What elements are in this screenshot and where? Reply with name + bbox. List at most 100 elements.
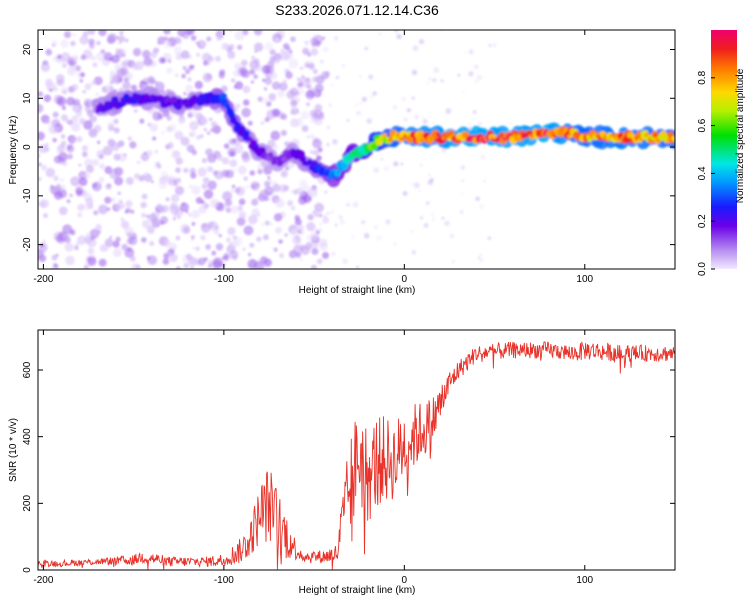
heatmap-cell xyxy=(205,244,212,250)
heatmap-cell xyxy=(346,203,350,207)
heatmap-cell xyxy=(120,220,130,230)
heatmap-cell xyxy=(264,77,272,85)
heatmap-cell xyxy=(268,93,277,101)
heatmap-cell xyxy=(120,217,125,222)
heatmap-cell xyxy=(207,55,215,63)
heatmap-cell xyxy=(297,224,304,231)
heatmap-cell xyxy=(61,105,67,111)
heatmap-cell xyxy=(38,91,44,97)
heatmap-cell xyxy=(219,92,227,101)
heatmap-cell xyxy=(311,41,317,48)
heatmap-cell xyxy=(203,60,209,66)
heatmap-cell xyxy=(475,196,480,201)
heatmap-cell xyxy=(175,235,181,241)
colorbar-gradient xyxy=(711,30,737,269)
heatmap-cell xyxy=(81,145,89,152)
heatmap-cell xyxy=(80,72,85,78)
heatmap-cell xyxy=(203,127,207,132)
heatmap-cell xyxy=(92,158,100,167)
heatmap-cell xyxy=(409,229,414,234)
heatmap-cell xyxy=(60,134,66,139)
heatmap-cell xyxy=(296,77,301,82)
heatmap-cell xyxy=(319,210,322,213)
heatmap-cell xyxy=(53,99,57,103)
heatmap-cell xyxy=(90,55,96,61)
snr-panel: -200 -100 0 100 0 200 400 600 Height of straig… xyxy=(8,329,676,596)
heatmap-cell xyxy=(150,180,154,184)
heatmap-cell xyxy=(38,201,41,206)
y-tick-label: 10 xyxy=(22,92,33,104)
heatmap-cell xyxy=(141,193,148,200)
spectrogram-frame xyxy=(37,29,676,270)
heatmap-cell xyxy=(242,99,250,106)
heatmap-cell xyxy=(451,260,456,264)
heatmap-cell xyxy=(80,54,87,60)
heatmap-cell xyxy=(305,89,315,100)
heatmap-cell xyxy=(60,86,69,95)
heatmap-cell xyxy=(125,38,129,43)
heatmap-cell xyxy=(169,242,178,251)
heatmap-cell xyxy=(182,65,187,70)
heatmap-cell xyxy=(105,83,115,93)
heatmap-cell xyxy=(150,51,158,59)
heatmap-cell xyxy=(375,235,382,241)
heatmap-cell xyxy=(342,258,348,265)
heatmap-cell xyxy=(254,260,265,269)
heatmap-cell xyxy=(314,266,318,269)
colorbar-tick-label: 0.0 xyxy=(697,262,708,276)
heatmap-cell xyxy=(39,243,44,248)
heatmap-cell xyxy=(172,150,180,158)
heatmap-cell xyxy=(251,183,257,189)
heatmap-cell xyxy=(181,73,186,79)
heatmap-cell xyxy=(310,48,319,56)
heatmap-cell xyxy=(421,115,425,119)
heatmap-cell xyxy=(443,220,450,227)
heatmap-cell xyxy=(237,165,247,175)
heatmap-cell xyxy=(66,199,71,204)
heatmap-cell xyxy=(236,217,246,226)
heatmap-cell xyxy=(173,46,182,55)
heatmap-cell xyxy=(63,31,72,39)
heatmap-cell xyxy=(473,79,479,84)
heatmap-cell xyxy=(124,210,128,214)
heatmap-cell xyxy=(58,152,68,162)
heatmap-cell xyxy=(263,165,273,175)
heatmap-cell xyxy=(209,198,220,209)
heatmap-cell xyxy=(228,241,233,246)
heatmap-cell xyxy=(85,165,94,174)
heatmap-cell xyxy=(233,143,244,154)
y-tick-label: 0 xyxy=(22,144,33,150)
heatmap-cell xyxy=(67,153,73,160)
heatmap-cell xyxy=(166,67,173,74)
colorbar-tick-label: 0.4 xyxy=(697,166,708,180)
heatmap-cell xyxy=(306,221,316,232)
heatmap-cell xyxy=(263,87,268,91)
heatmap-cell xyxy=(55,234,64,243)
heatmap-cell xyxy=(280,51,290,61)
heatmap-cell xyxy=(472,110,477,114)
heatmap-cell xyxy=(261,97,268,104)
heatmap-cell xyxy=(98,30,107,37)
colorbar-tick-label: 0.8 xyxy=(697,70,708,84)
heatmap-cell xyxy=(160,216,169,225)
heatmap-cell xyxy=(113,118,119,125)
heatmap-cell xyxy=(324,190,328,194)
heatmap-cell xyxy=(260,121,265,125)
heatmap-cell xyxy=(156,203,163,209)
heatmap-cell xyxy=(53,262,58,268)
heatmap-cell xyxy=(299,257,304,262)
x-tick-label: -200 xyxy=(33,274,53,285)
heatmap-cell xyxy=(377,140,384,146)
heatmap-cell xyxy=(91,80,96,86)
colorbar-tick-label: 0.2 xyxy=(697,214,708,228)
heatmap-cell xyxy=(299,66,304,70)
heatmap-cell xyxy=(314,228,319,233)
heatmap-cell xyxy=(113,153,121,161)
heatmap-cell xyxy=(76,136,83,143)
heatmap-cell xyxy=(314,202,324,213)
colorbar-ticks: 0.0 0.2 0.4 0.6 0.8 xyxy=(697,70,715,276)
heatmap-cell xyxy=(147,255,158,266)
heatmap-cell xyxy=(335,75,340,80)
heatmap-cell xyxy=(49,186,58,194)
heatmap-cell xyxy=(234,81,244,90)
